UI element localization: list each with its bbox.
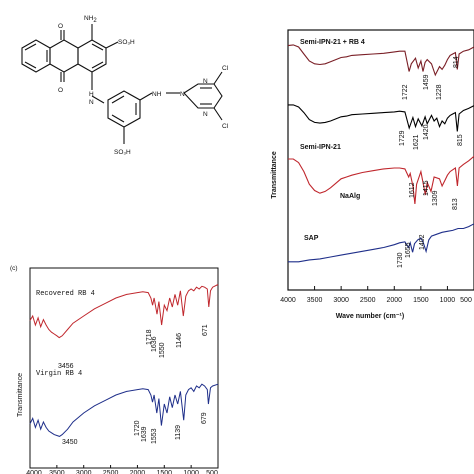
- peak-label: 1146: [176, 333, 183, 348]
- label-recovered-rb4: Recovered RB 4: [36, 290, 95, 298]
- x-tick-label: 3000: [76, 470, 92, 474]
- nh-left-n-label: N: [89, 99, 94, 106]
- peak-label: 1636: [151, 336, 158, 352]
- x-tick-label: 4000: [26, 470, 42, 474]
- label-naalg: NaAlg: [340, 193, 360, 200]
- label-semi-ipn-rb4: Semi-IPN-21 + RB 4: [300, 39, 365, 46]
- plot-frame-left: [29, 267, 219, 469]
- sulfonic-bottom-label: SO₃H: [114, 149, 131, 156]
- series-line-1: [288, 104, 474, 132]
- chemical-structure: [21, 24, 223, 144]
- peak-label: 1612: [409, 182, 416, 198]
- label-sap: SAP: [304, 235, 319, 242]
- x-tick-label: 2500: [103, 470, 119, 474]
- quinone-ring: [49, 39, 79, 73]
- peak-label: 3456: [58, 363, 74, 370]
- peak-label: 1639: [141, 426, 148, 442]
- peak-label: 1415: [423, 180, 430, 196]
- x-tick-label: 2500: [360, 297, 376, 304]
- amine-label: NH2: [84, 15, 97, 24]
- series-line-0: [287, 44, 474, 77]
- series-line-1: [29, 383, 219, 437]
- ylabel-left: Transmittance: [17, 373, 24, 417]
- peak-label: 1228: [436, 84, 443, 100]
- peak-label: 813: [452, 198, 459, 210]
- series-line-2: [288, 155, 474, 205]
- x-tick-label: 1000: [183, 470, 199, 474]
- triazine-n-label-2: N: [203, 78, 208, 85]
- x-tick-label: 1000: [440, 297, 456, 304]
- label-virgin-rb4: Virgin RB 4: [36, 370, 82, 378]
- x-tick-label: 500: [460, 297, 472, 304]
- x-tick-label: 2000: [130, 470, 146, 474]
- peak-label: 1621: [413, 134, 420, 150]
- peak-label: 1720: [134, 420, 141, 436]
- peak-label: 679: [201, 412, 208, 424]
- peak-label: 1402: [419, 234, 426, 250]
- chemical-labels: NH2 SO₃H O O H N NH N N N Cl Cl SO₃H: [58, 15, 229, 156]
- x-tick-label: 2000: [386, 297, 402, 304]
- peak-label: 1718: [146, 329, 153, 345]
- x-tick-label: 3500: [307, 297, 323, 304]
- peak-label: 1459: [423, 74, 430, 90]
- peak-label: 814: [453, 56, 460, 68]
- label-semi-ipn-21: Semi-IPN-21: [300, 144, 341, 151]
- peak-label: 1730: [397, 252, 404, 268]
- peak-label: 1722: [402, 84, 409, 100]
- x-tick-label: 1500: [413, 297, 429, 304]
- oxo-bottom-label: O: [58, 87, 63, 94]
- peak-label: 1309: [432, 190, 439, 206]
- x-tick-label: 3500: [49, 470, 65, 474]
- chlorine-bottom-label: Cl: [222, 123, 229, 130]
- x-tick-label: 3000: [333, 297, 349, 304]
- sulfonic-top-label: SO₃H: [118, 39, 135, 46]
- x-tick-label: 1500: [156, 470, 172, 474]
- peak-label: 3450: [62, 439, 78, 446]
- peak-label: 815: [457, 134, 464, 146]
- peak-label: 1655: [405, 242, 412, 258]
- chart-ftir-dye: 4000 3500 3000 2500 2000 1500 1000 500 Recovere…: [17, 267, 219, 474]
- peak-label: 1420: [423, 124, 430, 140]
- benzene-ring-left: [21, 39, 51, 73]
- ylabel-right: Transmittance: [271, 151, 278, 199]
- x-tick-label: 4000: [280, 297, 296, 304]
- plot-frame-right: [287, 29, 474, 291]
- peak-label: 1139: [175, 425, 182, 440]
- series-line-0: [29, 284, 219, 339]
- peak-label: 1729: [399, 130, 406, 146]
- x-tick-label: 500: [206, 470, 218, 474]
- triazine-n-label-1: N: [180, 91, 185, 98]
- phenylene-ring: [107, 90, 141, 128]
- chlorine-top-label: Cl: [222, 65, 229, 72]
- triazine-n-label-3: N: [203, 111, 208, 118]
- nh-left-h-label: H: [89, 91, 94, 98]
- triazine-ring: [183, 83, 223, 109]
- peak-label: 1550: [159, 342, 166, 358]
- xlabel-right: Wave number (cm⁻¹): [336, 313, 404, 320]
- peak-label: 1553: [151, 428, 158, 444]
- nh-right-label: NH: [152, 91, 162, 98]
- benzene-ring-right: [77, 39, 107, 73]
- panel-label: (c): [10, 265, 18, 272]
- chart-ftir-polymers: 4000 3500 3000 2500 2000 1500 1000 500 Semi-IPN…: [271, 29, 474, 320]
- oxo-top-label: O: [58, 23, 63, 30]
- series-line-3: [288, 223, 474, 263]
- peak-label: 671: [202, 324, 209, 336]
